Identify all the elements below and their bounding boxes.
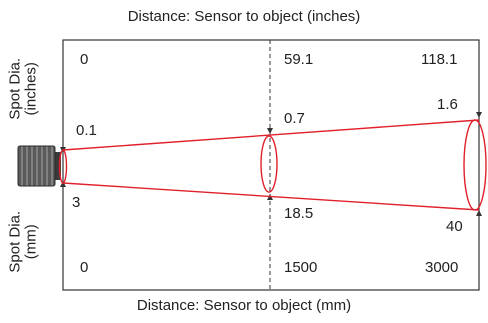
spot-inches-3000: 1.6 (437, 96, 458, 113)
spot-3000 (463, 119, 487, 211)
beam-lower-edge (62, 182, 480, 211)
distance-inches-59: 59.1 (284, 51, 314, 68)
spot-inches-1500: 0.7 (284, 110, 305, 127)
spot-mm-0: 3 (72, 194, 81, 211)
arrow-bottom-3000 (476, 210, 482, 216)
spot-inches-0: 0.1 (76, 122, 97, 139)
arrowheads (60, 112, 482, 216)
diagram-frame (62, 39, 480, 291)
arrow-bottom-0 (60, 181, 66, 187)
arrow-top-1500 (267, 128, 273, 134)
spot-0 (58, 149, 68, 184)
distance-inches-118: 118.1 (421, 51, 458, 68)
distance-mm-1500: 1500 (284, 259, 318, 276)
distance-inches-0: 0 (80, 51, 89, 68)
spot-mm-1500: 18.5 (284, 205, 314, 222)
beam-upper-edge (62, 119, 480, 151)
top-axis-title: Distance: Sensor to object (inches) (127, 8, 361, 25)
beam-cone (58, 119, 487, 211)
distance-mm-3000: 3000 (425, 259, 459, 276)
sensor-icon (17, 145, 61, 187)
distance-mm-0: 0 (80, 259, 89, 276)
arrow-top-3000 (476, 112, 482, 118)
bottom-axis-title: Distance: Sensor to object (mm) (136, 297, 352, 314)
spot-mm-3000: 40 (446, 218, 463, 235)
spot-1500 (260, 135, 278, 193)
